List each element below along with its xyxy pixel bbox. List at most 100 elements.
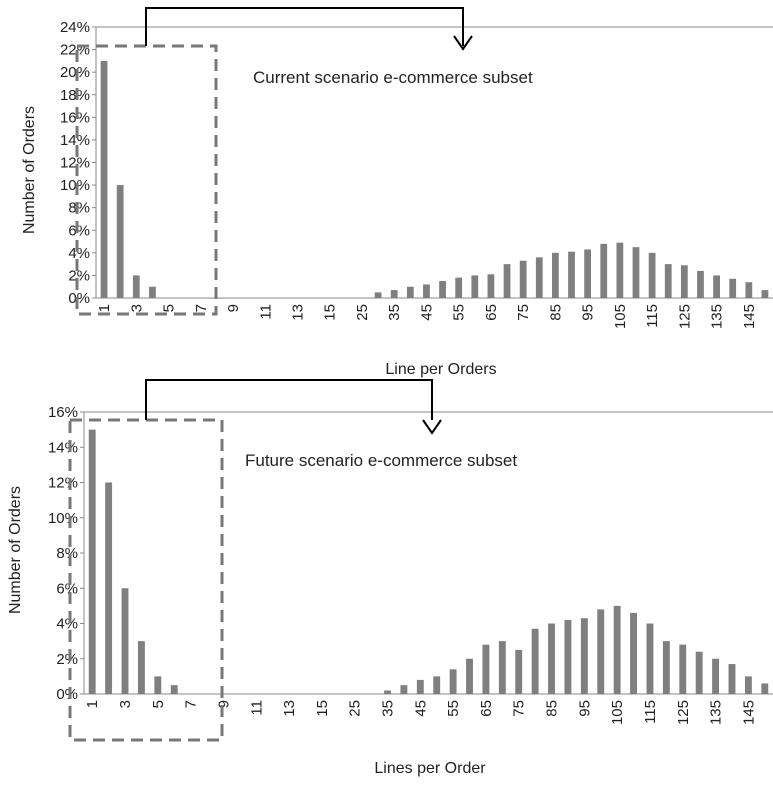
top-highlight-dashed-box xyxy=(75,44,218,316)
bar xyxy=(487,274,495,298)
bar xyxy=(568,251,575,298)
bar xyxy=(105,482,113,694)
bar xyxy=(600,243,608,298)
x-tick-label: 135 xyxy=(709,304,726,329)
x-tick-label: 13 xyxy=(289,304,306,321)
bar xyxy=(154,676,162,694)
top-bars xyxy=(100,60,769,298)
bar xyxy=(584,249,592,298)
bar xyxy=(406,286,414,298)
bar xyxy=(433,676,441,694)
bar xyxy=(170,685,178,694)
bar xyxy=(416,679,424,694)
bar xyxy=(137,641,145,694)
bar xyxy=(712,658,720,694)
bar xyxy=(455,277,463,298)
top-x-ticks: 1 3 5 7 9 11 13 15 25 35 45 55 65 75 85 95 105 115 125 135 1… xyxy=(96,304,758,329)
bar xyxy=(449,669,457,694)
y-tick-label: 6% xyxy=(68,222,90,239)
bar xyxy=(695,651,703,694)
x-tick-label: 105 xyxy=(609,700,626,725)
y-tick-label: 16% xyxy=(48,404,78,421)
y-tick-label: 10% xyxy=(48,510,78,527)
bar xyxy=(630,612,638,694)
bar xyxy=(149,286,156,298)
y-tick-label: 14% xyxy=(60,132,90,149)
x-tick-label: 135 xyxy=(708,700,725,725)
bar xyxy=(548,623,555,694)
x-tick-label: 65 xyxy=(478,700,495,717)
x-tick-label: 85 xyxy=(547,304,564,321)
bar xyxy=(121,588,129,694)
bar xyxy=(646,623,654,694)
y-tick-label: 10% xyxy=(60,177,90,194)
x-tick-label: 105 xyxy=(612,304,629,329)
bar xyxy=(680,265,688,298)
x-tick-label: 3 xyxy=(128,304,145,312)
y-tick-label: 8% xyxy=(56,545,78,562)
y-tick-label: 24% xyxy=(60,19,90,36)
bar xyxy=(662,641,670,694)
bar xyxy=(531,628,539,694)
bar xyxy=(503,264,511,298)
bar xyxy=(580,618,588,694)
x-tick-label: 25 xyxy=(347,700,364,717)
x-tick-label: 5 xyxy=(150,700,167,708)
y-tick-label: 20% xyxy=(60,64,90,81)
y-tick-label: 22% xyxy=(60,42,90,59)
x-tick-label: 1 xyxy=(96,304,113,312)
bottom-annotation-text: Future scenario e-commerce subset xyxy=(245,451,517,470)
top-x-axis-label: Line per Orders xyxy=(385,361,496,378)
bar xyxy=(648,252,656,298)
bar xyxy=(519,260,527,298)
y-tick-label: 0% xyxy=(56,686,78,703)
x-tick-label: 125 xyxy=(675,700,692,725)
y-tick-label: 6% xyxy=(56,580,78,597)
x-tick-label: 145 xyxy=(741,304,758,329)
bar xyxy=(374,292,382,298)
bottom-y-ticks: 0% 2% 4% 6% 8% 10% 12% 14% 16% xyxy=(48,404,84,703)
x-tick-label: 3 xyxy=(117,700,134,708)
bar xyxy=(729,278,737,298)
bar xyxy=(728,664,736,694)
bar xyxy=(679,644,687,694)
x-tick-label: 145 xyxy=(740,700,757,725)
x-tick-label: 55 xyxy=(451,304,468,321)
bar xyxy=(744,676,752,694)
x-tick-label: 65 xyxy=(483,304,500,321)
bar xyxy=(132,275,140,298)
top-y-axis-label: Number of Orders xyxy=(21,106,38,234)
top-y-ticks: 0% 2% 4% 6% 8% 10% 12% 14% 16% 18% 20% 22% 24% xyxy=(60,19,96,307)
bar xyxy=(384,690,391,694)
x-tick-label: 11 xyxy=(257,304,274,320)
bar xyxy=(498,641,506,694)
x-tick-label: 45 xyxy=(418,304,435,321)
bar xyxy=(100,60,108,298)
y-tick-label: 12% xyxy=(48,475,78,492)
y-tick-label: 16% xyxy=(60,109,90,126)
x-tick-label: 5 xyxy=(161,304,178,312)
x-tick-label: 1 xyxy=(84,700,101,708)
x-tick-label: 95 xyxy=(580,304,597,321)
y-tick-label: 18% xyxy=(60,87,90,104)
bar xyxy=(466,658,473,694)
bar xyxy=(535,257,543,298)
bar xyxy=(761,290,769,298)
x-tick-label: 15 xyxy=(314,700,331,717)
x-tick-label: 125 xyxy=(676,304,693,329)
bottom-chart: 0%2%4%6%8%10%12%14%16% 1 3 5 7 9 11 13 15 25 35 45… xyxy=(7,379,773,777)
x-tick-label: 115 xyxy=(644,304,661,328)
bar xyxy=(613,605,621,694)
bar xyxy=(597,609,605,694)
x-tick-label: 11 xyxy=(248,700,265,716)
bar xyxy=(471,275,479,298)
bottom-y-axis-label: Number of Orders xyxy=(7,486,24,614)
x-tick-label: 35 xyxy=(386,304,403,321)
bottom-x-axis-label: Lines per Order xyxy=(374,760,486,777)
y-tick-label: 0% xyxy=(68,290,90,307)
bar xyxy=(552,252,559,298)
bottom-arrow-head-icon xyxy=(422,419,442,435)
top-annotation-text: Current scenario e-commerce subset xyxy=(253,68,533,87)
